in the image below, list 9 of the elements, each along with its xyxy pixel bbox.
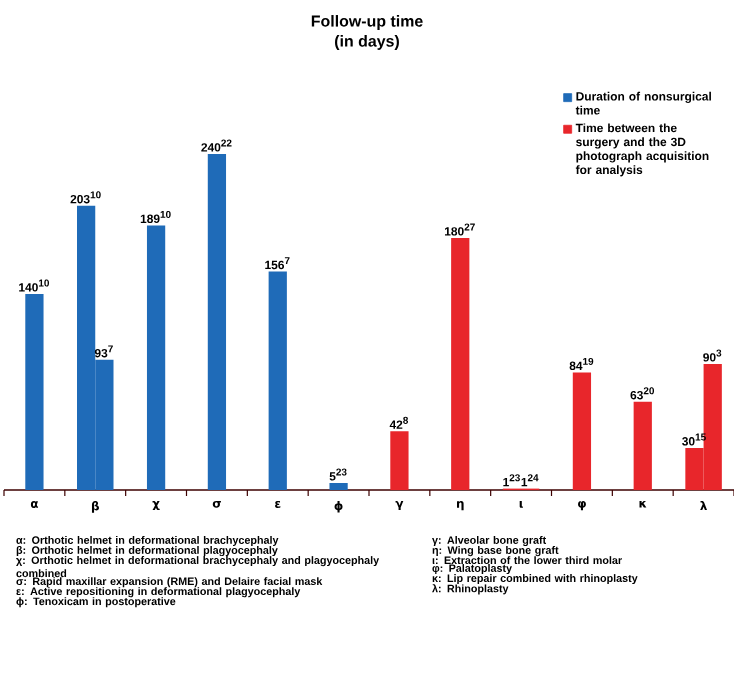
bar (390, 431, 409, 490)
bar (25, 294, 44, 490)
bar (633, 401, 652, 490)
bar (329, 483, 348, 490)
bar (207, 153, 227, 490)
bar (146, 225, 166, 490)
bar (572, 372, 592, 490)
bar (268, 271, 287, 490)
bar (451, 237, 470, 490)
